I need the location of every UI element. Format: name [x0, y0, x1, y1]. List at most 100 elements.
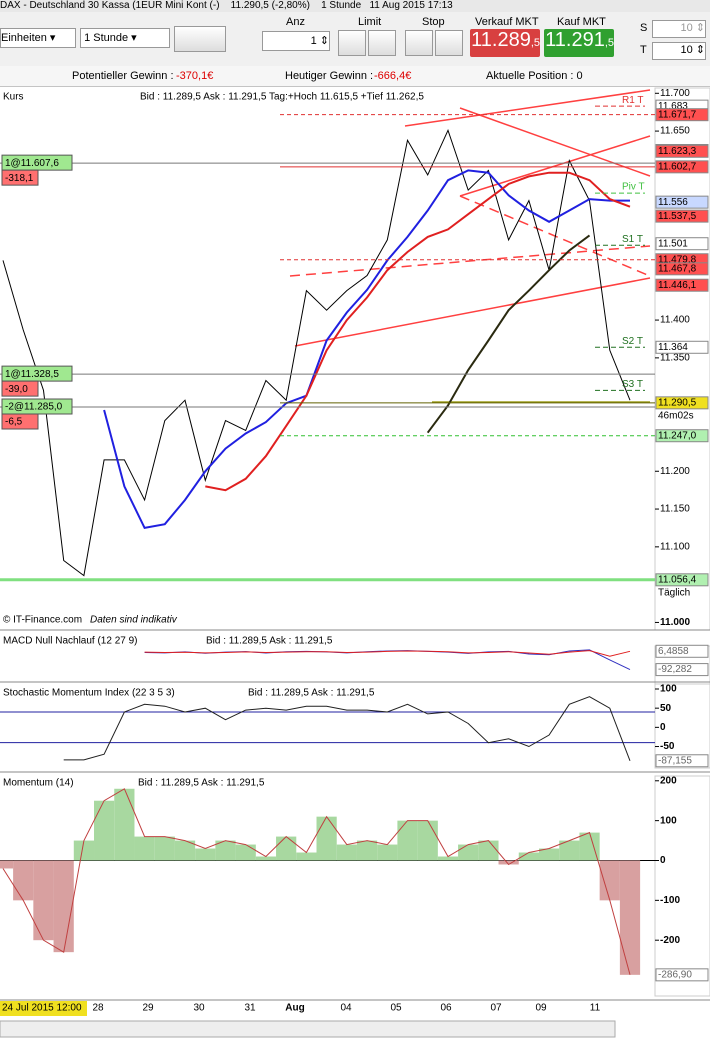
panel-title: Stochastic Momentum Index (22 3 5 3)	[3, 688, 175, 699]
price-tag: 11.683	[658, 101, 688, 112]
momentum-bar	[356, 840, 378, 861]
status-bar: Potentieller Gewinn : -370,1€ Heutiger G…	[0, 66, 710, 86]
units-select[interactable]: Einheiten ▾	[0, 28, 76, 48]
start-date-box	[0, 1001, 87, 1016]
y-tick-label: 11.100	[660, 541, 690, 552]
source: © IT-Finance.com	[3, 615, 82, 626]
y-tick-label: 100	[660, 684, 677, 695]
series-line	[144, 650, 631, 657]
buy-label: Kauf MKT	[557, 16, 606, 28]
buy-button[interactable]: 11.291,5	[544, 29, 614, 57]
price-tag-box	[655, 573, 709, 587]
y-tick-label: 100	[660, 815, 677, 826]
t-value: 10	[680, 44, 693, 56]
panel-subtitle: Bid : 11.289,5 Ask : 11.291,5 Tag:+Hoch …	[140, 92, 424, 103]
series-line	[103, 169, 630, 530]
panel-subtitle: Bid : 11.289,5 Ask : 11.291,5	[206, 636, 333, 647]
momentum-bar	[154, 836, 175, 861]
pivot-label: S2 T	[622, 336, 643, 347]
units: Einheiten	[1, 32, 47, 44]
t-input[interactable]: 10 ⇕	[652, 42, 706, 60]
limit-sell[interactable]	[368, 30, 396, 56]
t-label: T	[640, 44, 647, 56]
price-tag: 11.364	[658, 342, 688, 353]
y-tick-label: -100	[660, 895, 680, 906]
buy-main: 11.291	[545, 29, 605, 51]
price-tag: 11.623,3	[658, 146, 697, 157]
limit-buy[interactable]	[338, 30, 366, 56]
position: Aktuelle Position : 0	[486, 70, 583, 82]
panel-subtitle: Bid : 11.289,5 Ask : 11.291,5	[248, 688, 375, 699]
sell-button[interactable]: 11.289,5	[470, 29, 540, 57]
panel-title: Kurs	[3, 92, 24, 103]
limit-label: Limit	[358, 16, 382, 28]
s-input[interactable]: 10 ⇕	[652, 20, 706, 38]
timeframe-select[interactable]: 1 Stunde ▾	[80, 28, 170, 48]
value-tag: 6,4858	[658, 646, 689, 657]
x-tick-label: 11	[590, 1003, 601, 1014]
momentum-bar	[0, 860, 14, 869]
order-pl: -6,5	[5, 417, 23, 428]
potential: -370,1€	[176, 70, 214, 82]
y-tick-label: 11.700	[660, 88, 690, 99]
buy-frac: ,5	[604, 37, 614, 49]
y-tick-label: -50	[660, 741, 675, 752]
x-tick-label: 30	[193, 1003, 205, 1014]
value-tag-box	[655, 644, 709, 658]
y-tick-label: 50	[660, 703, 672, 714]
momentum-bar	[397, 820, 418, 861]
order-label: -2@11.285,0	[5, 402, 63, 413]
momentum-bar	[559, 840, 580, 861]
series-line	[2, 128, 631, 577]
stop-label: Stop	[422, 16, 445, 28]
y-tick-label: 11.400	[660, 315, 690, 326]
pivot-label: S3 T	[622, 379, 643, 390]
y-tick-label: 11.000	[660, 617, 690, 628]
price-tag-box	[655, 237, 709, 251]
value-tag-box	[655, 968, 709, 982]
trendlines	[289, 89, 651, 403]
panel-title: MACD Null Nachlauf (12 27 9)	[3, 636, 138, 647]
qty-input[interactable]: 1 ⇕	[262, 31, 330, 51]
price-tag: 11.602,7	[658, 161, 697, 172]
stop-buy[interactable]	[405, 30, 433, 56]
momentum-bar	[518, 852, 539, 861]
value-tag: -286,90	[658, 969, 692, 980]
series-line	[426, 234, 591, 434]
panel-title: Momentum (14)	[3, 778, 74, 789]
y-tick-label: 11.350	[660, 353, 690, 364]
order-label: 1@11.328,5	[5, 369, 59, 380]
momentum-bar	[255, 856, 277, 861]
chart-type[interactable]	[174, 26, 226, 52]
x-tick-label: 04	[340, 1003, 352, 1014]
momentum-bar	[195, 848, 216, 861]
momentum-bar	[13, 860, 34, 901]
value-tag-box	[655, 663, 709, 677]
panel-subtitle: Bid : 11.289,5 Ask : 11.291,5	[138, 778, 265, 789]
y-tick-label: 200	[660, 775, 677, 786]
stop-sell[interactable]	[435, 30, 463, 56]
trendline	[459, 107, 651, 177]
qty: 1	[310, 35, 317, 47]
momentum-bar	[437, 856, 459, 861]
momentum-bar	[134, 836, 155, 861]
order-pl: -39,0	[5, 384, 28, 395]
price-tag-box	[655, 160, 709, 174]
momentum-bar	[114, 788, 135, 861]
chart: Kurs Bid : 11.289,5 Ask : 11.291,5 Tag:+H…	[0, 86, 710, 1038]
price-tag-box	[655, 278, 709, 292]
title-bar: DAX - Deutschland 30 Kassa (1EUR Mini Ko…	[0, 0, 710, 12]
window-title: DAX - Deutschland 30 Kassa (1EUR Mini Ko…	[0, 0, 220, 11]
x-tick-label: 24 Jul 2015 12:00	[2, 1003, 82, 1014]
momentum-bar	[296, 852, 317, 861]
momentum-bar	[579, 832, 600, 861]
momentum-bar	[215, 840, 236, 861]
countdown: 46m02s	[658, 410, 694, 421]
price-tag-box	[655, 340, 709, 354]
today-label: Heutiger Gewinn :	[285, 70, 374, 82]
panel-frame	[654, 775, 710, 997]
momentum-bar	[33, 860, 54, 941]
price-tag: 11.290,5	[658, 397, 697, 408]
price-tag-box	[655, 396, 709, 410]
